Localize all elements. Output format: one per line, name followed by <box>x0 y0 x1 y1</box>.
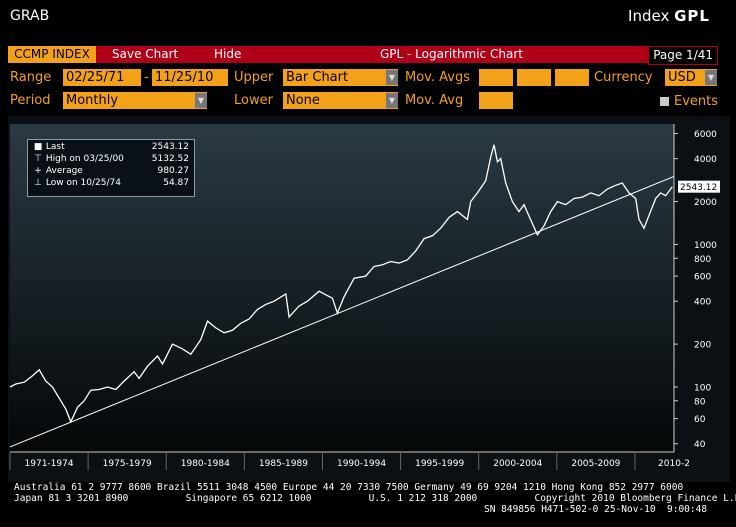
range-start-input[interactable]: 02/25/71 <box>63 69 141 86</box>
range-label: Range <box>10 70 52 85</box>
x-tick-label: 1971-1974 <box>25 459 74 469</box>
y-tick-label: 4000 <box>694 155 717 165</box>
legend-last: ■ Last 2543.12 <box>33 142 189 153</box>
y-tick-label: 200 <box>694 341 711 351</box>
x-tick-label: 2000-2004 <box>493 459 542 469</box>
chart-title: GPL - Logarithmic Chart <box>380 47 523 61</box>
x-tick-label: 1975-1979 <box>103 459 152 469</box>
y-tick-label: 100 <box>694 384 711 394</box>
mov-avg-1-input[interactable] <box>479 69 513 86</box>
hide-button[interactable]: Hide <box>214 47 242 61</box>
footer-line-1: Australia 61 2 9777 8600 Brazil 5511 304… <box>14 482 684 493</box>
index-label: Index <box>628 7 670 25</box>
legend-high-label: High on 03/25/00 <box>45 154 124 164</box>
upper-select[interactable]: Bar Chart ▼ <box>283 69 398 86</box>
legend-low-label: Low on 10/25/74 <box>45 178 121 188</box>
last-price-label: 2543.12 <box>680 183 717 193</box>
x-tick-label: 1995-1999 <box>415 459 464 469</box>
toolbar <box>8 46 718 63</box>
low-marker-icon: ⊥ <box>34 178 42 188</box>
chart-area: 40 60 80 100 200 400 600 800 1000 2000 4000 6000 197… <box>8 116 730 482</box>
legend-last-value: 2543.12 <box>151 142 189 152</box>
footer-line-3: SN 849856 H471-502-0 25-Nov-10 9:00:48 <box>484 504 708 515</box>
chevron-down-icon[interactable]: ▼ <box>386 70 398 85</box>
legend-average: + Average 980.27 <box>33 166 189 177</box>
x-tick-label: 2005-2009 <box>571 459 620 469</box>
y-tick-label: 600 <box>694 273 711 283</box>
y-tick-label: 400 <box>694 298 711 308</box>
events-label: Events <box>673 94 718 109</box>
y-tick-label: 6000 <box>694 130 717 140</box>
legend-low-value: 54.87 <box>163 178 189 188</box>
ticker-label: GPL <box>674 7 710 25</box>
lower-select[interactable]: None ▼ <box>283 92 398 109</box>
x-tick-label: 1980-1984 <box>181 459 230 469</box>
period-select[interactable]: Monthly ▼ <box>63 92 207 109</box>
page-indicator[interactable]: Page 1/41 <box>648 46 718 65</box>
mov-avg-lower-input[interactable] <box>479 92 513 109</box>
legend-average-label: Average <box>45 166 83 176</box>
lower-value: None <box>286 93 320 108</box>
chevron-down-icon[interactable]: ▼ <box>705 70 717 85</box>
range-end-input[interactable]: 11/25/10 <box>152 69 228 86</box>
currency-select[interactable]: USD ▼ <box>665 69 717 86</box>
currency-value: USD <box>668 70 696 85</box>
legend-high-value: 5132.52 <box>151 154 189 164</box>
mov-avgs-label: Mov. Avgs <box>405 70 470 85</box>
mov-avg-3-input[interactable] <box>555 69 589 86</box>
x-tick-label: 2010-2 <box>658 459 690 469</box>
high-marker-icon: ⊤ <box>34 154 42 164</box>
last-price-box <box>678 180 720 193</box>
trendline[interactable] <box>9 175 675 448</box>
chevron-down-icon[interactable]: ▼ <box>195 93 207 108</box>
currency-label: Currency <box>594 70 653 85</box>
square-icon: ■ <box>33 142 43 152</box>
ccmp-index-button[interactable]: CCMP INDEX <box>8 46 96 63</box>
grab-label[interactable]: GRAB <box>10 8 50 24</box>
y-tick-label: 60 <box>694 415 706 425</box>
y-tick-label: 800 <box>694 255 711 265</box>
legend-last-label: Last <box>45 142 65 152</box>
y-tick-label: 80 <box>694 397 706 407</box>
checkbox-icon[interactable] <box>659 97 669 106</box>
mov-avg-label: Mov. Avg <box>405 93 464 108</box>
x-tick-label: 1985-1989 <box>259 459 308 469</box>
upper-value: Bar Chart <box>286 70 349 85</box>
footer-line-2: Japan 81 3 3201 8900 Singapore 65 6212 1… <box>14 493 736 504</box>
upper-label: Upper <box>234 70 274 85</box>
security-title: Index GPL <box>628 7 710 25</box>
mov-avg-2-input[interactable] <box>517 69 551 86</box>
chart-legend: ■ Last 2543.12 ⊤ High on 03/25/00 5132.52 … <box>27 139 195 197</box>
x-tick-label: 1990-1994 <box>337 459 386 469</box>
y-tick-label: 1000 <box>694 241 717 251</box>
y-tick-label: 2000 <box>694 198 717 208</box>
period-value: Monthly <box>66 93 119 108</box>
save-chart-button[interactable]: Save Chart <box>112 47 179 61</box>
terminal-header <box>0 0 736 44</box>
legend-low: ⊥ Low on 10/25/74 54.87 <box>33 178 189 189</box>
chevron-down-icon[interactable]: ▼ <box>386 93 398 108</box>
average-marker-icon: + <box>34 166 42 176</box>
last-price-tag: 2543.12 <box>678 180 720 193</box>
range-separator: - <box>144 70 149 85</box>
events-toggle[interactable]: Events <box>659 94 718 109</box>
y-tick-label: 40 <box>694 440 706 450</box>
lower-label: Lower <box>234 93 273 108</box>
period-label: Period <box>10 93 51 108</box>
price-series-line[interactable] <box>9 144 673 424</box>
legend-high: ⊤ High on 03/25/00 5132.52 <box>33 154 189 165</box>
legend-average-value: 980.27 <box>157 166 190 176</box>
